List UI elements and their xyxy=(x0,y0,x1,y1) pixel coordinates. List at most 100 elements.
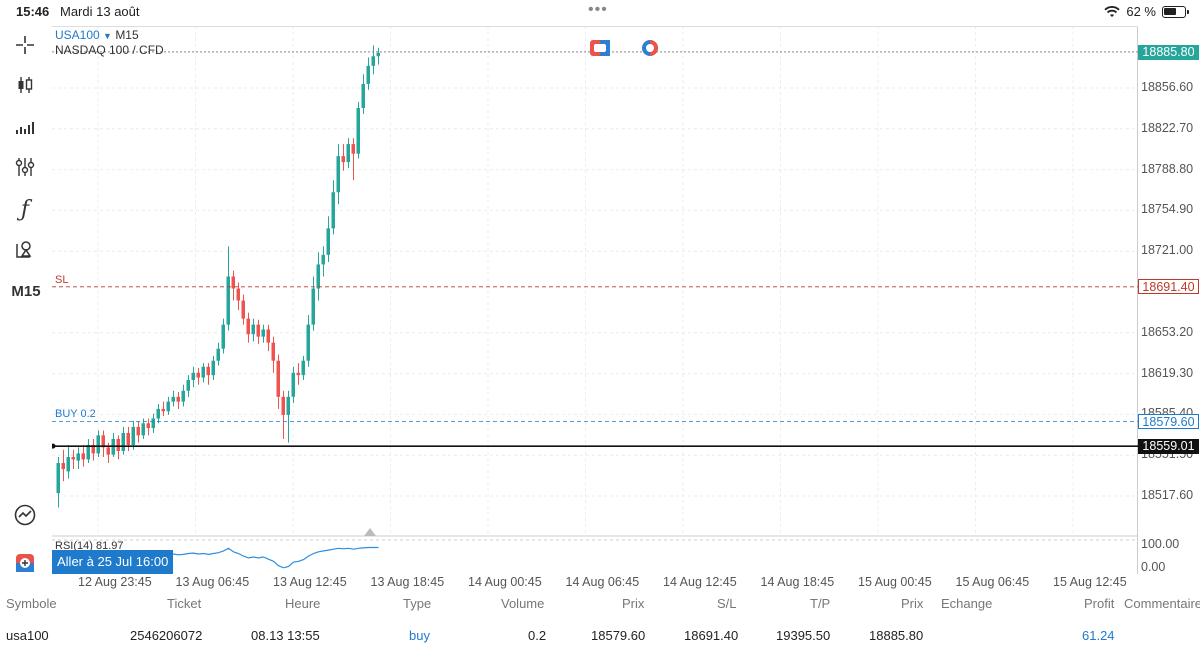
price-axis-label: 18619.30 xyxy=(1141,365,1194,380)
time-axis-label: 13 Aug 06:45 xyxy=(175,575,250,589)
new-order-icon[interactable] xyxy=(10,548,40,578)
sl-line-label: SL xyxy=(55,274,69,286)
candle-body xyxy=(361,83,365,108)
col-ticket: Ticket xyxy=(167,596,202,611)
price-axis-label: 18856.60 xyxy=(1141,80,1194,94)
current-price-tag: 18885.80 xyxy=(1138,45,1199,61)
row-symbol: usa100 xyxy=(6,628,49,643)
candle-body xyxy=(91,444,95,454)
row-type: buy xyxy=(409,628,430,643)
candle-body xyxy=(336,156,340,193)
time-axis: 12 Aug 23:45 13 Aug 06:45 13 Aug 12:45 13 A… xyxy=(52,574,1138,590)
candle-body xyxy=(276,360,280,397)
indicators-icon[interactable] xyxy=(10,112,40,142)
candle-body xyxy=(166,401,170,412)
trade-chart-icon[interactable] xyxy=(10,500,40,530)
candle-body xyxy=(366,65,370,84)
candle-body xyxy=(161,408,165,412)
candle-body xyxy=(176,396,180,402)
candle-body xyxy=(216,348,220,361)
candle-body xyxy=(76,453,80,461)
candle-body xyxy=(156,408,160,419)
price-axis-label: 18754.90 xyxy=(1141,202,1194,217)
status-right: 62 % xyxy=(1104,4,1189,19)
candle-body xyxy=(251,324,255,335)
candle-body xyxy=(141,423,145,436)
buy-line-label: BUY 0.2 xyxy=(55,408,96,420)
candle-body xyxy=(331,192,335,229)
candle-body xyxy=(351,144,355,154)
row-time: 08.13 13:55 xyxy=(251,628,320,643)
candle-body xyxy=(191,372,195,380)
settings-sliders-icon[interactable] xyxy=(10,152,40,182)
function-icon[interactable]: ƒ xyxy=(20,196,30,222)
candle-body xyxy=(121,432,125,451)
candle-body xyxy=(196,372,200,378)
candle-body xyxy=(271,342,275,361)
col-volume: Volume xyxy=(501,596,545,611)
row-profit: 61.24 xyxy=(1082,628,1115,643)
time-axis-label: 13 Aug 18:45 xyxy=(370,575,445,589)
time-axis-label: 12 Aug 23:45 xyxy=(78,575,152,589)
candle-body xyxy=(81,453,85,460)
left-toolbar: ƒ M15 xyxy=(0,26,50,586)
row-tp: 19395.50 xyxy=(776,628,831,643)
time-axis-label: 13 Aug 12:45 xyxy=(273,575,347,589)
price-chart[interactable] xyxy=(52,26,1138,574)
candle-body xyxy=(131,426,135,445)
objects-icon[interactable] xyxy=(10,234,40,264)
col-symbol: Symbole xyxy=(6,596,57,611)
row-ticket: 2546206072 xyxy=(130,628,203,643)
col-price: Prix xyxy=(622,596,645,611)
candle-body xyxy=(116,438,120,451)
chart-area[interactable] xyxy=(52,26,1138,574)
col-profit: Profit xyxy=(1084,596,1115,611)
time-axis-label: 15 Aug 12:45 xyxy=(1053,575,1127,589)
time-axis-label: 15 Aug 00:45 xyxy=(858,575,932,589)
col-swap: Echange xyxy=(941,596,993,611)
buy-price-tag: 18579.60 xyxy=(1138,413,1199,429)
col-comment: Commentaire xyxy=(1124,596,1200,611)
candle-body xyxy=(246,318,250,335)
candle-body xyxy=(256,324,260,337)
battery-percent: 62 % xyxy=(1126,4,1156,19)
goto-tooltip[interactable]: Aller à 25 Jul 16:00 xyxy=(52,550,174,574)
time-axis-label: 14 Aug 00:45 xyxy=(468,575,542,589)
col-type: Type xyxy=(403,596,432,611)
price-axis-label: 18517.60 xyxy=(1141,488,1194,502)
symbol-header[interactable]: USA100 ▼ M15 xyxy=(55,28,139,42)
candle-body xyxy=(151,418,155,429)
symbol-name[interactable]: USA100 xyxy=(55,28,100,42)
candle-body xyxy=(281,396,285,415)
candle-body xyxy=(326,228,330,255)
col-sl: S/L xyxy=(717,596,737,611)
candle-body xyxy=(71,457,75,460)
one-click-trade-icon[interactable] xyxy=(590,40,610,56)
candle-body xyxy=(236,288,240,301)
price-axis-label: 18822.70 xyxy=(1141,120,1194,135)
sl-price-tag: 18691.40 xyxy=(1138,279,1199,295)
candle-body xyxy=(221,324,225,349)
table-row[interactable]: usa100 2546206072 08.13 13:55 buy 0.2 18… xyxy=(0,628,1200,646)
candle-body xyxy=(186,379,190,391)
candle-body xyxy=(231,276,235,289)
row-volume: 0.2 xyxy=(528,628,547,643)
date: Mardi 13 août xyxy=(60,4,140,19)
candle-body xyxy=(136,426,140,436)
candle-body xyxy=(356,107,360,154)
col-time: Heure xyxy=(285,596,321,611)
candle-body xyxy=(66,457,70,472)
candles-icon[interactable] xyxy=(10,70,40,100)
crosshair-icon[interactable] xyxy=(10,30,40,60)
price-axis-label: 18653.20 xyxy=(1141,324,1194,339)
candle-body xyxy=(101,435,105,448)
timeframe-button[interactable]: M15 xyxy=(11,282,41,300)
clock: 15:46 xyxy=(16,4,50,19)
market-depth-icon[interactable] xyxy=(640,40,660,56)
row-sl: 18691.40 xyxy=(684,628,739,643)
col-price2: Prix xyxy=(901,596,924,611)
status-bar: 15:46 Mardi 13 août ••• 62 % xyxy=(0,0,1200,24)
chevron-down-icon[interactable]: ▼ xyxy=(103,31,112,41)
more-dots-icon[interactable]: ••• xyxy=(588,1,608,18)
candle-body xyxy=(346,144,350,163)
